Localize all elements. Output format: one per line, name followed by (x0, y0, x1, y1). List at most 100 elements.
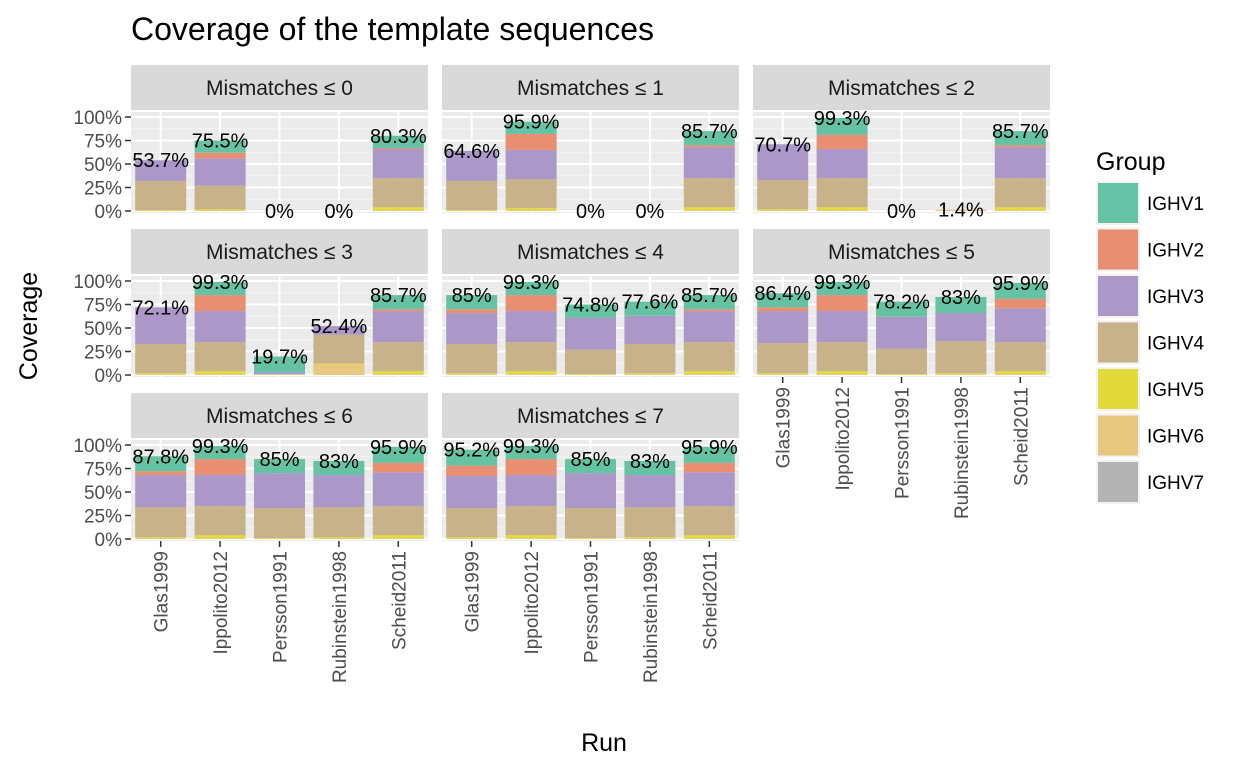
bar-total-label: 95.9% (370, 437, 427, 459)
legend-key-swatch (1098, 369, 1138, 409)
bar-segment-ighv2 (816, 134, 868, 149)
facet-panel: Mismatches ≤ 1 64.6%95.9% 0% 0% 85.7% (442, 65, 739, 223)
y-tick-label: 0% (95, 530, 123, 551)
y-tick-label: 75% (84, 296, 122, 317)
bar-segment-ighv4 (683, 178, 735, 208)
bar-segment-ighv1 (505, 281, 557, 296)
bar-segment-ighv1 (446, 449, 498, 466)
facet-panel: Mismatches ≤ 053.7%75.5%0% 0%80.3%0%25%50… (73, 65, 428, 223)
facet-panel: Mismatches ≤ 3 72.1%99.3% 19.7%52.4%85.7% 0… (73, 229, 428, 387)
y-tick-label: 0% (95, 202, 123, 223)
facet-strip (131, 65, 428, 110)
bar-segment-ighv2 (683, 462, 735, 473)
facet-strip (442, 229, 739, 274)
bar-total-label: 75.5% (192, 131, 249, 153)
bar-total-label: 95.9% (503, 112, 560, 134)
bar-segment-ighv6 (372, 374, 424, 375)
bar-segment-ighv5 (935, 373, 987, 375)
bar-total-label: 85% (570, 449, 610, 471)
bar-segment-ighv4 (683, 342, 735, 372)
legend: Group IGHV1 IGHV2 IGHV3 IGHV4 IGHV5 IGHV6 IGHV… (1096, 148, 1204, 504)
bar-segment-ighv6 (505, 210, 557, 211)
bar-segment-ighv4 (194, 342, 246, 372)
y-axis-title: Coverage (15, 272, 43, 380)
bar-segment-ighv4 (683, 506, 735, 536)
bar-total-label: 83% (319, 451, 359, 473)
x-tick-label: Scheid2011 (389, 551, 410, 650)
bar-segment-ighv5 (194, 209, 246, 211)
bar-segment-ighv3 (565, 317, 616, 350)
bar-segment-ighv1 (683, 295, 735, 310)
bar-segment-ighv1 (194, 140, 246, 153)
bar-segment-ighv4 (372, 506, 424, 536)
facet-strip-label: Mismatches ≤ 2 (828, 77, 975, 100)
bar-segment-ighv3 (194, 475, 246, 507)
y-tick-label: 25% (84, 179, 122, 200)
bar-segment-ighv6 (194, 210, 246, 211)
legend-item: IGHV3 (1096, 274, 1204, 318)
bar-segment-ighv4 (757, 179, 809, 210)
bar-segment-ighv4 (372, 178, 424, 208)
bar-segment-ighv2 (994, 145, 1046, 148)
x-axis-title: Run (581, 729, 627, 757)
bar-segment-ighv3 (505, 475, 557, 507)
bar-segment-ighv3 (505, 149, 557, 180)
bar-segment-ighv1 (194, 281, 246, 296)
bar-segment-ighv6 (505, 538, 557, 539)
y-tick-label: 25% (84, 343, 122, 364)
bar-segment-ighv5 (505, 535, 557, 539)
bar-total-label: 0% (265, 201, 294, 223)
bar-total-label: 72.1% (132, 297, 189, 319)
bar-segment-ighv4 (254, 507, 305, 539)
bar-total-label: 99.3% (814, 272, 871, 294)
bar-segment-ighv1 (565, 459, 616, 474)
bar-total-label: 85.7% (370, 285, 427, 307)
bar-segment-ighv2 (194, 152, 246, 159)
bar-segment-ighv1 (994, 131, 1046, 146)
legend-label: IGHV7 (1147, 473, 1204, 494)
bar-segment-ighv3 (446, 150, 498, 181)
bar-segment-ighv1 (372, 295, 424, 310)
bar-total-label: 85.7% (681, 285, 738, 307)
x-tick-label: Scheid2011 (700, 551, 721, 650)
facet-strip-label: Mismatches ≤ 3 (206, 241, 353, 264)
bar-segment-ighv5 (683, 207, 735, 211)
legend-label: IGHV1 (1147, 194, 1204, 215)
y-tick-label: 50% (84, 155, 122, 176)
bar-segment-ighv1 (994, 282, 1046, 299)
bar-segment-ighv5 (313, 537, 365, 539)
bar-segment-ighv1 (313, 460, 365, 476)
bar-segment-ighv1 (254, 356, 305, 373)
bar-segment-ighv5 (372, 371, 424, 375)
facet-panels: Mismatches ≤ 053.7%75.5%0% 0%80.3%0%25%50… (73, 65, 1050, 683)
bar-segment-ighv5 (135, 537, 187, 539)
bar-segment-ighv1 (624, 301, 676, 316)
legend-item: IGHV2 (1096, 227, 1204, 272)
facet-panel: Mismatches ≤ 2 70.7%99.3% 0% 1.4% 85.7% (753, 65, 1050, 223)
bar-total-label: 1.4% (938, 200, 984, 222)
x-tick-label: Glas1999 (774, 387, 795, 468)
bar-segment-ighv3 (135, 160, 187, 181)
legend-label: IGHV2 (1147, 241, 1204, 262)
bar-segment-ighv5 (194, 535, 246, 539)
x-tick-label: Persson1991 (271, 551, 292, 663)
bar-segment-ighv3 (446, 312, 498, 344)
bar-segment-ighv3 (994, 308, 1046, 343)
facet-strip (753, 65, 1050, 110)
bar-segment-ighv3 (565, 473, 616, 508)
bar-segment-ighv6 (624, 538, 676, 539)
bar-total-label: 95.2% (443, 440, 500, 462)
bar-segment-ighv3 (372, 148, 424, 179)
bar-segment-ighv6 (757, 210, 809, 211)
bar-segment-ighv3 (372, 311, 424, 343)
bar-total-label: 19.7% (251, 346, 308, 368)
bar-segment-ighv3 (624, 475, 676, 508)
legend-title: Group (1096, 148, 1165, 176)
facet-strip-label: Mismatches ≤ 6 (206, 405, 353, 428)
bar-segment-ighv6 (683, 538, 735, 539)
bar-segment-ighv3 (683, 472, 735, 507)
bar-segment-ighv6 (683, 374, 735, 375)
bar-segment-ighv6 (757, 374, 809, 375)
bar-segment-ighv2 (194, 295, 246, 312)
